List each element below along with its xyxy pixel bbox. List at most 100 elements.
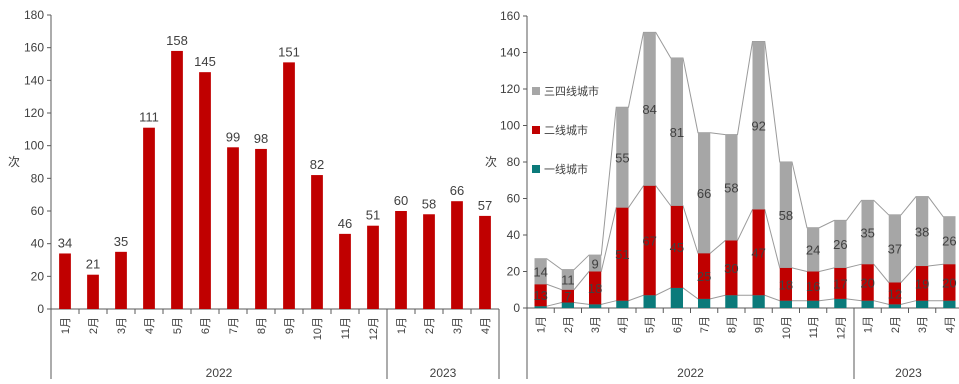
stacked-bar-segment — [752, 295, 765, 308]
legend-swatch — [532, 87, 540, 95]
stacked-bar-segment — [616, 300, 629, 308]
x-tick-label: 12月 — [835, 316, 847, 339]
stacked-bar-segment — [915, 266, 929, 301]
segment-data-label: 67 — [642, 233, 656, 248]
segment-data-label: 26 — [833, 237, 847, 252]
segment-data-label: 14 — [533, 265, 547, 280]
year-label: 2022 — [677, 366, 704, 379]
data-label: 99 — [226, 129, 240, 144]
stacked-bar-segment — [834, 298, 847, 308]
stacked-bar-segment — [561, 269, 575, 290]
year-label: 2023 — [430, 366, 457, 379]
x-tick-label: 2月 — [424, 317, 436, 334]
y-tick-label: 40 — [507, 228, 521, 242]
data-label: 111 — [139, 110, 159, 125]
y-tick-label: 20 — [507, 265, 521, 279]
bar — [199, 72, 211, 310]
bar — [367, 225, 379, 309]
segment-data-label: 9 — [592, 256, 599, 271]
segment-data-label: 66 — [697, 186, 711, 201]
bar — [115, 251, 127, 309]
x-tick-label: 4月 — [617, 316, 629, 333]
stacked-bar-segment — [643, 32, 656, 186]
data-label: 51 — [366, 208, 380, 223]
stacked-bar-segment — [670, 205, 684, 288]
x-tick-label: 4月 — [944, 316, 956, 333]
stacked-bar-segment — [670, 287, 684, 308]
bar — [171, 50, 183, 309]
x-tick-label: 4月 — [144, 317, 156, 334]
x-tick-label: 3月 — [590, 316, 602, 333]
segment-data-label: 13 — [533, 288, 547, 303]
segment-data-label: 47 — [751, 245, 765, 260]
stacked-bar-segment — [915, 196, 929, 267]
y-tick-label: 140 — [24, 73, 44, 87]
y-axis-label-2: 次 — [485, 155, 497, 169]
bar — [255, 148, 267, 309]
segment-data-label: 12 — [888, 286, 902, 301]
x-tick-label: 2月 — [563, 316, 575, 333]
stacked-bar-segment — [834, 220, 847, 268]
x-tick-label: 7月 — [699, 316, 711, 333]
data-label: 66 — [450, 183, 464, 198]
y-tick-label: 160 — [24, 41, 44, 55]
segment-data-label: 45 — [670, 240, 684, 255]
segment-data-label: 17 — [833, 276, 847, 291]
bar — [143, 127, 155, 309]
x-tick-label: 4月 — [480, 317, 492, 334]
stacked-bar-segment — [752, 209, 765, 296]
bar — [87, 274, 99, 309]
stacked-bar-segment — [915, 300, 929, 308]
y-tick-label: 100 — [500, 119, 520, 133]
segment-data-label: 51 — [615, 247, 629, 262]
y-tick-label: 60 — [507, 192, 521, 206]
x-tick-label: 5月 — [645, 316, 657, 333]
segment-data-label: 20 — [942, 275, 956, 290]
x-tick-label: 11月 — [808, 316, 820, 338]
segment-data-label: 18 — [588, 281, 602, 296]
segment-data-label: 18 — [779, 277, 793, 292]
x-tick-label: 7月 — [228, 317, 240, 334]
data-label: 82 — [310, 157, 324, 172]
data-label: 34 — [58, 235, 72, 250]
x-tick-label: 6月 — [200, 317, 212, 334]
bar — [339, 233, 351, 309]
stacked-bar-segment — [861, 300, 874, 308]
stacked-bar-segment — [725, 240, 738, 296]
y-tick-label: 20 — [31, 269, 45, 283]
data-label: 21 — [86, 257, 100, 272]
x-tick-label: 3月 — [452, 317, 464, 334]
y-axis-label-1: 次 — [8, 155, 20, 169]
x-tick-label: 3月 — [116, 317, 128, 334]
stacked-bar-segment — [779, 267, 793, 301]
x-tick-label: 1月 — [863, 316, 875, 333]
series-connector-line — [534, 287, 956, 307]
x-tick-label: 1月 — [536, 316, 548, 333]
year-label: 2022 — [206, 366, 233, 379]
bar — [59, 253, 71, 309]
data-label: 98 — [254, 131, 268, 146]
stacked-bar-segment — [697, 298, 711, 308]
y-tick-label: 180 — [24, 8, 44, 22]
stacked-bar-segment — [806, 300, 820, 308]
data-label: 57 — [478, 198, 492, 213]
x-tick-label: 8月 — [726, 316, 738, 333]
stacked-bar-segment — [616, 107, 629, 208]
x-tick-label: 10月 — [781, 316, 793, 339]
x-tick-label: 12月 — [368, 317, 380, 340]
y-tick-label: 120 — [24, 106, 44, 120]
segment-data-label: 16 — [806, 279, 820, 294]
stacked-bar-segment — [670, 57, 684, 206]
bar — [227, 147, 239, 309]
segment-data-label: 38 — [915, 224, 929, 239]
bar — [395, 211, 407, 309]
y-tick-label: 80 — [31, 171, 45, 185]
y-tick-label: 140 — [500, 46, 520, 60]
stacked-bar-segment — [588, 255, 602, 272]
legend-swatch — [532, 126, 540, 134]
segment-data-label: 26 — [942, 233, 956, 248]
series-connector-line — [534, 185, 956, 291]
y-tick-label: 0 — [513, 301, 520, 315]
stacked-bar-segment — [779, 300, 793, 308]
